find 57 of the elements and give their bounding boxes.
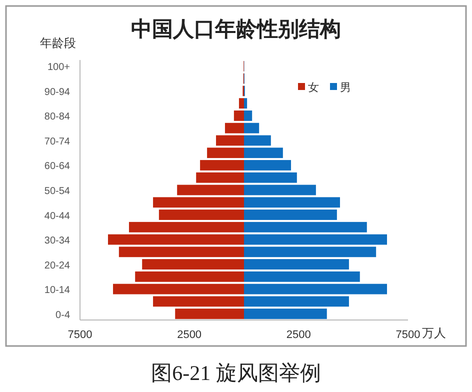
bar	[244, 122, 260, 134]
x-tick-label: 7500	[68, 329, 92, 341]
bar	[244, 160, 292, 170]
caption: 图6-21 旋风图举例	[151, 361, 321, 385]
y-tick-label: 50-54	[44, 186, 70, 197]
y-axis-title: 年龄段	[40, 36, 76, 50]
y-tick-label: 20-24	[44, 260, 70, 272]
bar	[244, 210, 337, 220]
bar	[244, 98, 248, 109]
bar	[244, 172, 297, 183]
y-tick-label: 80-84	[44, 112, 70, 123]
y-tick-label: 70-74	[44, 136, 70, 148]
chart-title: 中国人口年龄性别结构	[131, 18, 341, 41]
y-tick-label: 30-34	[44, 236, 70, 247]
x-tick-label: 2500	[177, 329, 202, 341]
bar	[196, 172, 244, 183]
bar	[244, 259, 349, 270]
bar	[158, 210, 244, 220]
bar	[128, 222, 244, 232]
bar	[153, 197, 244, 208]
bar	[108, 234, 244, 245]
bar	[224, 122, 244, 134]
bar	[216, 135, 244, 146]
bar	[207, 148, 244, 158]
bar	[244, 135, 271, 146]
y-tick-label: 60-64	[44, 161, 70, 172]
bar	[244, 271, 360, 282]
bar	[238, 98, 244, 109]
y-tick-label: 100+	[47, 62, 70, 74]
bar	[234, 110, 244, 121]
y-tick-label: 10-14	[44, 285, 70, 296]
bar	[244, 234, 388, 245]
bar	[175, 308, 244, 320]
bar	[113, 284, 244, 294]
x-tick-label: 7500	[396, 329, 420, 341]
x-tick-label: 2500	[286, 329, 311, 341]
bar	[244, 197, 340, 208]
y-tick-label: 0-4	[56, 310, 70, 321]
bar	[244, 308, 327, 320]
bar	[142, 259, 244, 270]
bar	[153, 296, 244, 307]
bar	[244, 110, 252, 121]
bar	[200, 160, 244, 170]
bar	[244, 184, 316, 196]
bar	[244, 246, 376, 258]
bar	[244, 148, 283, 158]
bar	[177, 184, 244, 196]
y-tick-label: 90-94	[44, 86, 70, 98]
legend-label: 男	[340, 82, 351, 94]
legend-label: 女	[308, 82, 319, 94]
bar	[244, 296, 349, 307]
bar	[118, 246, 244, 258]
bar	[244, 284, 388, 294]
x-axis-title: 万人	[422, 326, 446, 340]
bar	[135, 271, 244, 282]
bar	[244, 222, 367, 232]
y-tick-label: 40-44	[44, 210, 70, 222]
